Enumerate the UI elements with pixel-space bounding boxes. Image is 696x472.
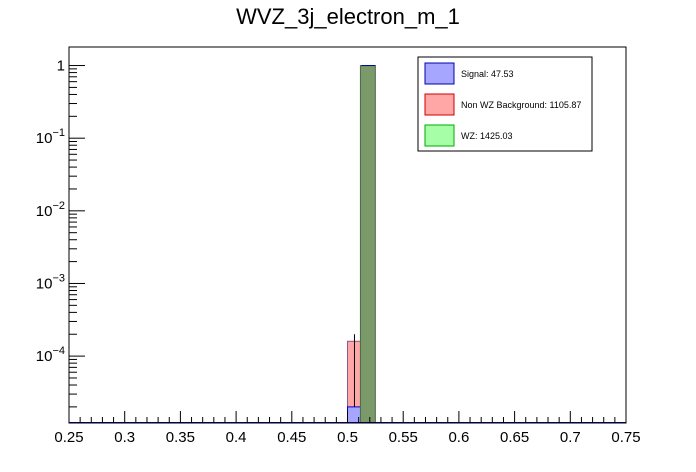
y-tick-label: 10−2 — [36, 200, 65, 220]
x-tick-label: 0.7 — [560, 429, 581, 446]
x-tick-label: 0.4 — [226, 429, 247, 446]
chart-title: WVZ_3j_electron_m_1 — [236, 4, 460, 29]
legend-label: Non WZ Background: 1105.87 — [461, 100, 581, 110]
plot-area: 0.25 0.3 0.35 0.4 0.45 0.5 0.55 0.6 0.65 0.7 0.75 … — [36, 46, 641, 446]
x-tick-label: 0.75 — [611, 429, 640, 446]
bar-wz — [359, 65, 376, 424]
legend-swatch — [424, 93, 455, 116]
x-tick-label: 0.5 — [337, 429, 358, 446]
y-tick-label: 1 — [57, 58, 65, 75]
x-tick-label: 0.65 — [500, 429, 529, 446]
bar-signal — [347, 406, 362, 424]
legend: Signal: 47.53 Non WZ Background: 1105.87 W… — [417, 56, 593, 152]
y-tick-label: 10−4 — [36, 345, 65, 365]
x-tick-label: 0.6 — [448, 429, 469, 446]
y-tick-label: 10−1 — [36, 127, 65, 147]
legend-label: Signal: 47.53 — [461, 69, 514, 79]
y-axis: 1 10−1 10−2 10−3 10−4 — [36, 58, 85, 408]
x-tick-label: 0.25 — [54, 429, 83, 446]
x-tick-label: 0.3 — [114, 429, 135, 446]
x-axis: 0.25 0.3 0.35 0.4 0.45 0.5 0.55 0.6 0.65 0.7 0.75 — [54, 411, 641, 446]
x-tick-label: 0.35 — [166, 429, 195, 446]
legend-swatch — [424, 124, 455, 147]
legend-label: WZ: 1425.03 — [461, 131, 513, 141]
x-tick-label: 0.45 — [277, 429, 306, 446]
x-tick-label: 0.55 — [389, 429, 418, 446]
legend-swatch — [424, 62, 455, 85]
y-tick-label: 10−3 — [36, 272, 65, 292]
